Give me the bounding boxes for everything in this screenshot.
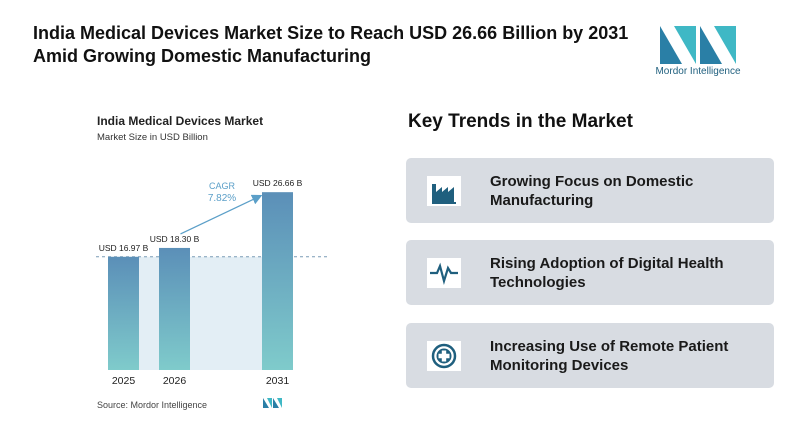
x-tick-label: 2031 — [266, 375, 290, 387]
cagr-label: CAGR — [209, 181, 236, 191]
logo-mark — [660, 26, 736, 64]
bar — [108, 256, 139, 370]
trend-card: Increasing Use of Remote Patient Monitor… — [406, 323, 774, 388]
factory-icon — [427, 176, 461, 206]
cagr-arrow — [180, 194, 263, 235]
trends-title: Key Trends in the Market — [408, 111, 633, 132]
value-label: USD 16.97 B — [99, 243, 149, 253]
health-icon — [427, 341, 461, 371]
chart-subtitle: Market Size in USD Billion — [97, 132, 208, 143]
small-logo — [263, 398, 282, 408]
trend-text: Growing Focus on Domestic Manufacturing — [490, 173, 694, 209]
chart: India Medical Devices Market Market Size… — [96, 114, 330, 410]
value-label: USD 26.66 B — [253, 178, 303, 188]
trend-text: Rising Adoption of Digital Health Techno… — [490, 255, 724, 291]
page-title: India Medical Devices Market Size to Rea… — [33, 23, 629, 66]
pulse-icon — [427, 258, 461, 288]
value-label: USD 18.30 B — [150, 234, 200, 244]
trend-text: Increasing Use of Remote Patient Monitor… — [490, 338, 729, 374]
bar — [159, 247, 190, 370]
bar — [262, 192, 293, 370]
x-tick-label: 2025 — [112, 375, 136, 387]
trend-card: Growing Focus on Domestic Manufacturing — [406, 158, 774, 223]
trend-card: Rising Adoption of Digital Health Techno… — [406, 240, 774, 305]
cagr-value: 7.82% — [208, 193, 236, 204]
x-tick-label: 2026 — [163, 375, 187, 387]
logo-text: Mordor Intelligence — [655, 66, 741, 77]
source: Source: Mordor Intelligence — [97, 400, 207, 410]
chart-title: India Medical Devices Market — [97, 114, 263, 128]
